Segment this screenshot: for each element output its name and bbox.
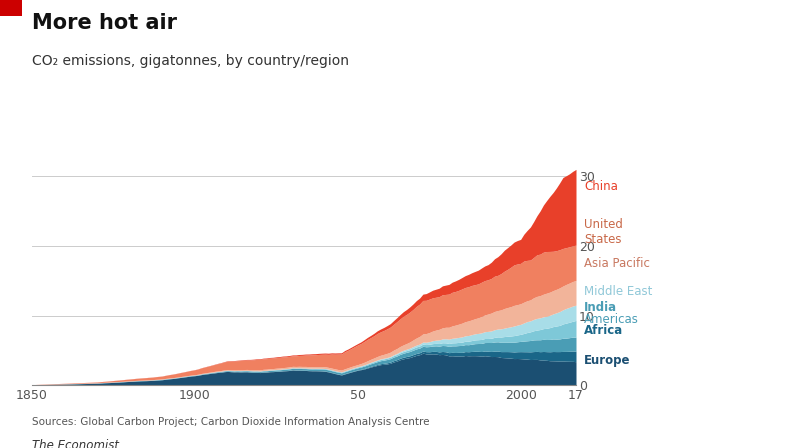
Text: China: China (584, 180, 618, 193)
Text: Sources: Global Carbon Project; Carbon Dioxide Information Analysis Centre: Sources: Global Carbon Project; Carbon D… (32, 417, 430, 426)
Text: Asia Pacific: Asia Pacific (584, 257, 650, 270)
Text: CO₂ emissions, gigatonnes, by country/region: CO₂ emissions, gigatonnes, by country/re… (32, 54, 349, 68)
Text: United
States: United States (584, 218, 623, 246)
Text: The Economist: The Economist (32, 439, 119, 448)
Text: More hot air: More hot air (32, 13, 177, 34)
Text: Africa: Africa (584, 324, 623, 337)
Text: Europe: Europe (584, 354, 630, 367)
Text: Americas: Americas (584, 313, 639, 326)
Text: India: India (584, 301, 617, 314)
Text: Middle East: Middle East (584, 284, 652, 298)
